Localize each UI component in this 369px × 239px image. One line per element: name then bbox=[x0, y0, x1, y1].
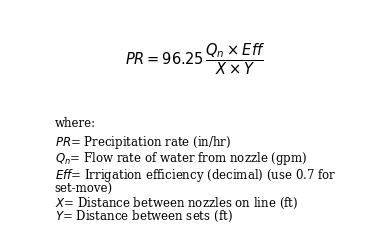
Text: $\mathit{Q_n}$= Flow rate of water from nozzle (gpm): $\mathit{Q_n}$= Flow rate of water from … bbox=[55, 150, 307, 167]
Text: where:: where: bbox=[55, 117, 96, 130]
Text: $\mathit{Y}$= Distance between sets (ft): $\mathit{Y}$= Distance between sets (ft) bbox=[55, 209, 232, 224]
Text: $\mathit{PR}$= Precipitation rate (in/hr): $\mathit{PR}$= Precipitation rate (in/hr… bbox=[55, 134, 231, 151]
Text: $\mathit{Eff}$= Irrigation efficiency (decimal) (use 0.7 for: $\mathit{Eff}$= Irrigation efficiency (d… bbox=[55, 167, 336, 184]
Text: $\mathit{X}$= Distance between nozzles on line (ft): $\mathit{X}$= Distance between nozzles o… bbox=[55, 196, 298, 211]
Text: set-move): set-move) bbox=[55, 183, 113, 196]
Text: $\mathit{PR} = 96.25\,\dfrac{\mathit{Q_n} \times \mathit{Eff}}{\mathit{X} \times: $\mathit{PR} = 96.25\,\dfrac{\mathit{Q_n… bbox=[125, 42, 265, 77]
